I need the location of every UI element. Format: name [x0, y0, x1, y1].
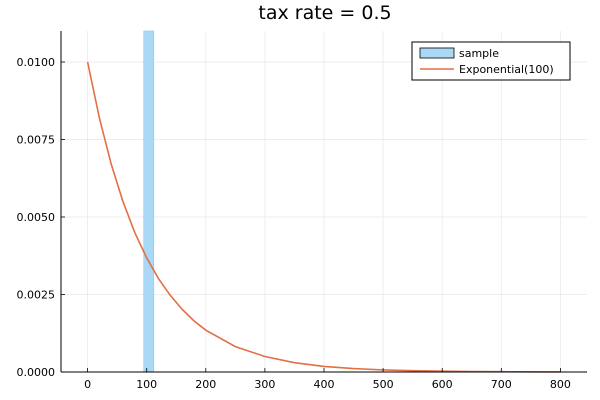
x-tick-label: 600 [432, 378, 453, 391]
x-tick-label: 400 [314, 378, 335, 391]
legend-swatch-sample [419, 47, 455, 59]
tick-labels: 0 100 200 300 400 500 600 700 800 0.0000 0.0025 0.0… [17, 56, 571, 391]
axes [60, 31, 587, 373]
legend: sample Exponential(100) [411, 41, 571, 81]
x-tick-label: 0 [84, 378, 91, 391]
grid [61, 31, 587, 373]
y-tick-label: 0.0050 [17, 211, 56, 224]
y-tick-label: 0.0025 [17, 289, 56, 302]
legend-label-exponential: Exponential(100) [459, 63, 554, 76]
y-tick-label: 0.0100 [17, 56, 56, 69]
x-tick-label: 300 [254, 378, 275, 391]
y-tick-label: 0.0075 [17, 134, 56, 147]
x-tick-label: 800 [550, 378, 571, 391]
density-line [86, 61, 561, 373]
legend-label-sample: sample [459, 47, 499, 60]
x-tick-label: 500 [373, 378, 394, 391]
histogram-bars [143, 30, 155, 373]
y-tick-label: 0.0000 [17, 366, 56, 379]
histogram-bar [143, 30, 155, 373]
chart-title: tax rate = 0.5 [258, 2, 391, 24]
x-tick-label: 100 [136, 378, 157, 391]
x-tick-label: 200 [195, 378, 216, 391]
x-tick-label: 700 [491, 378, 512, 391]
exponential-density-line [86, 61, 561, 373]
